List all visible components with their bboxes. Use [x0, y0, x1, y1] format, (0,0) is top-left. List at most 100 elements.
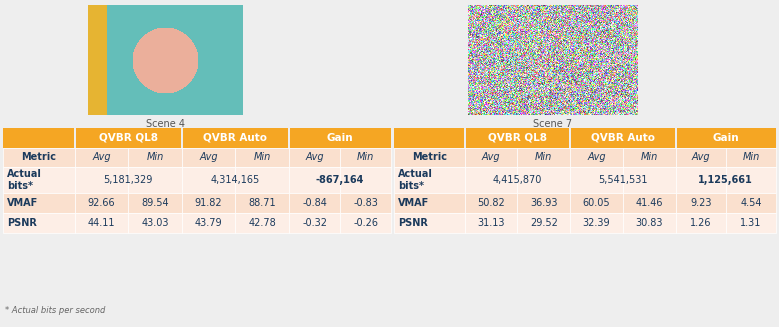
Text: VMAF: VMAF	[398, 198, 429, 208]
Bar	[75, 193, 129, 213]
Text: Avg: Avg	[199, 152, 218, 163]
Text: 5,541,531: 5,541,531	[598, 175, 647, 185]
Text: Avg: Avg	[587, 152, 606, 163]
Text: -0.84: -0.84	[302, 198, 327, 208]
Bar	[675, 128, 776, 148]
Bar	[182, 193, 235, 213]
Text: QVBR QL8: QVBR QL8	[488, 133, 547, 143]
Text: Min: Min	[742, 152, 760, 163]
Bar	[394, 167, 464, 193]
Text: Min: Min	[535, 152, 552, 163]
Bar	[464, 148, 517, 167]
Text: 4,415,870: 4,415,870	[492, 175, 542, 185]
Text: -0.32: -0.32	[302, 218, 327, 228]
Text: 1.26: 1.26	[690, 218, 711, 228]
Text: Metric: Metric	[412, 152, 447, 163]
Bar	[182, 167, 235, 193]
Bar	[75, 167, 129, 193]
Bar	[75, 148, 129, 167]
Bar	[517, 167, 570, 193]
Bar	[675, 213, 726, 233]
Bar	[289, 128, 391, 148]
Text: Min: Min	[146, 152, 164, 163]
Text: 1.31: 1.31	[740, 218, 762, 228]
Text: Avg: Avg	[305, 152, 324, 163]
Text: 50.82: 50.82	[478, 198, 505, 208]
Bar	[129, 193, 182, 213]
Text: Gain: Gain	[713, 133, 739, 143]
Text: Metric: Metric	[21, 152, 56, 163]
Bar	[181, 128, 183, 148]
Text: 36.93: 36.93	[530, 198, 558, 208]
Bar	[288, 128, 290, 148]
Bar	[3, 148, 75, 167]
Bar	[340, 167, 391, 193]
Bar	[675, 128, 676, 148]
Text: 4,314,165: 4,314,165	[211, 175, 260, 185]
Text: QVBR Auto: QVBR Auto	[203, 133, 267, 143]
Bar	[235, 167, 289, 193]
Text: 89.54: 89.54	[141, 198, 169, 208]
Bar	[570, 148, 623, 167]
Bar	[3, 193, 75, 213]
Text: Actual
bits*: Actual bits*	[7, 169, 42, 191]
Text: Avg: Avg	[481, 152, 500, 163]
Text: Min: Min	[640, 152, 657, 163]
Bar	[394, 193, 464, 213]
Bar	[129, 213, 182, 233]
Bar	[517, 148, 570, 167]
Text: 5,181,329: 5,181,329	[104, 175, 153, 185]
Bar	[289, 193, 340, 213]
Bar	[726, 148, 776, 167]
Bar	[623, 213, 675, 233]
Bar	[517, 193, 570, 213]
Bar	[623, 148, 675, 167]
Text: Scene 4: Scene 4	[146, 119, 185, 129]
Bar	[570, 128, 675, 148]
Text: 44.11: 44.11	[88, 218, 115, 228]
Bar	[675, 148, 726, 167]
Text: Avg: Avg	[692, 152, 710, 163]
Bar	[726, 213, 776, 233]
Bar	[464, 128, 466, 148]
Text: 88.71: 88.71	[249, 198, 276, 208]
Bar	[289, 213, 340, 233]
Text: 9.23: 9.23	[690, 198, 711, 208]
Text: -0.83: -0.83	[353, 198, 378, 208]
Text: PSNR: PSNR	[398, 218, 428, 228]
Bar	[394, 128, 464, 148]
Text: -0.26: -0.26	[353, 218, 378, 228]
Text: Avg: Avg	[92, 152, 111, 163]
Text: VMAF: VMAF	[7, 198, 38, 208]
Bar	[182, 148, 235, 167]
Bar	[235, 213, 289, 233]
Bar	[289, 167, 340, 193]
Bar	[623, 193, 675, 213]
Bar	[129, 167, 182, 193]
Bar	[235, 148, 289, 167]
Text: QVBR Auto: QVBR Auto	[590, 133, 655, 143]
Text: Scene 7: Scene 7	[534, 119, 573, 129]
Bar	[75, 128, 182, 148]
Text: 60.05: 60.05	[583, 198, 610, 208]
Bar	[464, 167, 517, 193]
Bar	[726, 167, 776, 193]
Text: 31.13: 31.13	[478, 218, 505, 228]
Text: * Actual bits per second: * Actual bits per second	[5, 306, 105, 315]
Bar	[340, 148, 391, 167]
Text: 29.52: 29.52	[530, 218, 558, 228]
Bar	[464, 128, 570, 148]
Text: Min: Min	[357, 152, 374, 163]
Text: 30.83: 30.83	[636, 218, 663, 228]
Bar	[464, 193, 517, 213]
Text: 1,125,661: 1,125,661	[699, 175, 753, 185]
Text: Actual
bits*: Actual bits*	[398, 169, 433, 191]
Bar	[394, 148, 464, 167]
Text: QVBR QL8: QVBR QL8	[99, 133, 158, 143]
Bar	[394, 213, 464, 233]
Bar	[75, 213, 129, 233]
Bar	[182, 128, 289, 148]
Text: 43.03: 43.03	[141, 218, 169, 228]
Text: Min: Min	[253, 152, 271, 163]
Text: 43.79: 43.79	[195, 218, 223, 228]
